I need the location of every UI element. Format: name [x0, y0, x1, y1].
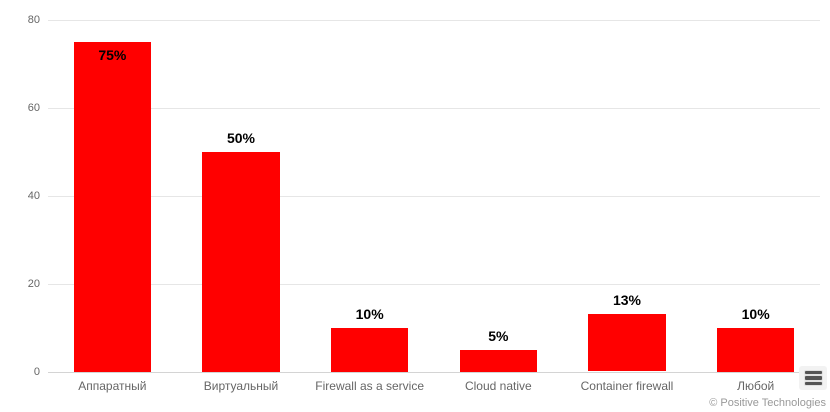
y-axis-label: 40 [27, 189, 40, 202]
x-axis-category-label: Cloud native [464, 379, 532, 393]
hamburger-menu-icon [804, 381, 822, 386]
hamburger-menu-icon [804, 370, 822, 375]
bar[interactable] [331, 327, 409, 372]
y-axis-label: 60 [27, 101, 40, 114]
x-axis-category-label: Container firewall [580, 379, 674, 393]
bar[interactable] [73, 41, 151, 372]
bar-value-label: 50% [226, 129, 256, 146]
gridline [48, 371, 820, 373]
x-axis-category-label: Любой [737, 379, 775, 393]
x-axis-category-label: Аппаратный [78, 379, 147, 393]
bar[interactable] [202, 151, 280, 372]
bar-value-label: 75% [98, 46, 127, 63]
bar-value-label: 5% [488, 327, 509, 344]
x-axis-category-label: Firewall as a service [315, 379, 424, 393]
bar-value-label: 10% [741, 305, 770, 322]
gridline [48, 19, 820, 21]
bar[interactable] [717, 327, 795, 372]
gridline [48, 107, 820, 109]
y-axis-label: 20 [27, 277, 40, 290]
credits-label: © Positive Technologies [709, 397, 826, 409]
bar-value-label: 13% [612, 292, 642, 309]
hamburger-menu-icon [804, 376, 822, 380]
chart-context-menu-button[interactable] [799, 366, 827, 390]
bar-value-label: 10% [355, 305, 384, 322]
gridline [48, 195, 820, 197]
x-axis-category-label: Виртуальный [203, 379, 279, 393]
gridline [48, 283, 820, 285]
y-axis-label: 80 [27, 13, 40, 26]
bar[interactable] [459, 349, 537, 372]
bar[interactable] [588, 314, 666, 372]
y-axis-label: 0 [33, 365, 40, 378]
